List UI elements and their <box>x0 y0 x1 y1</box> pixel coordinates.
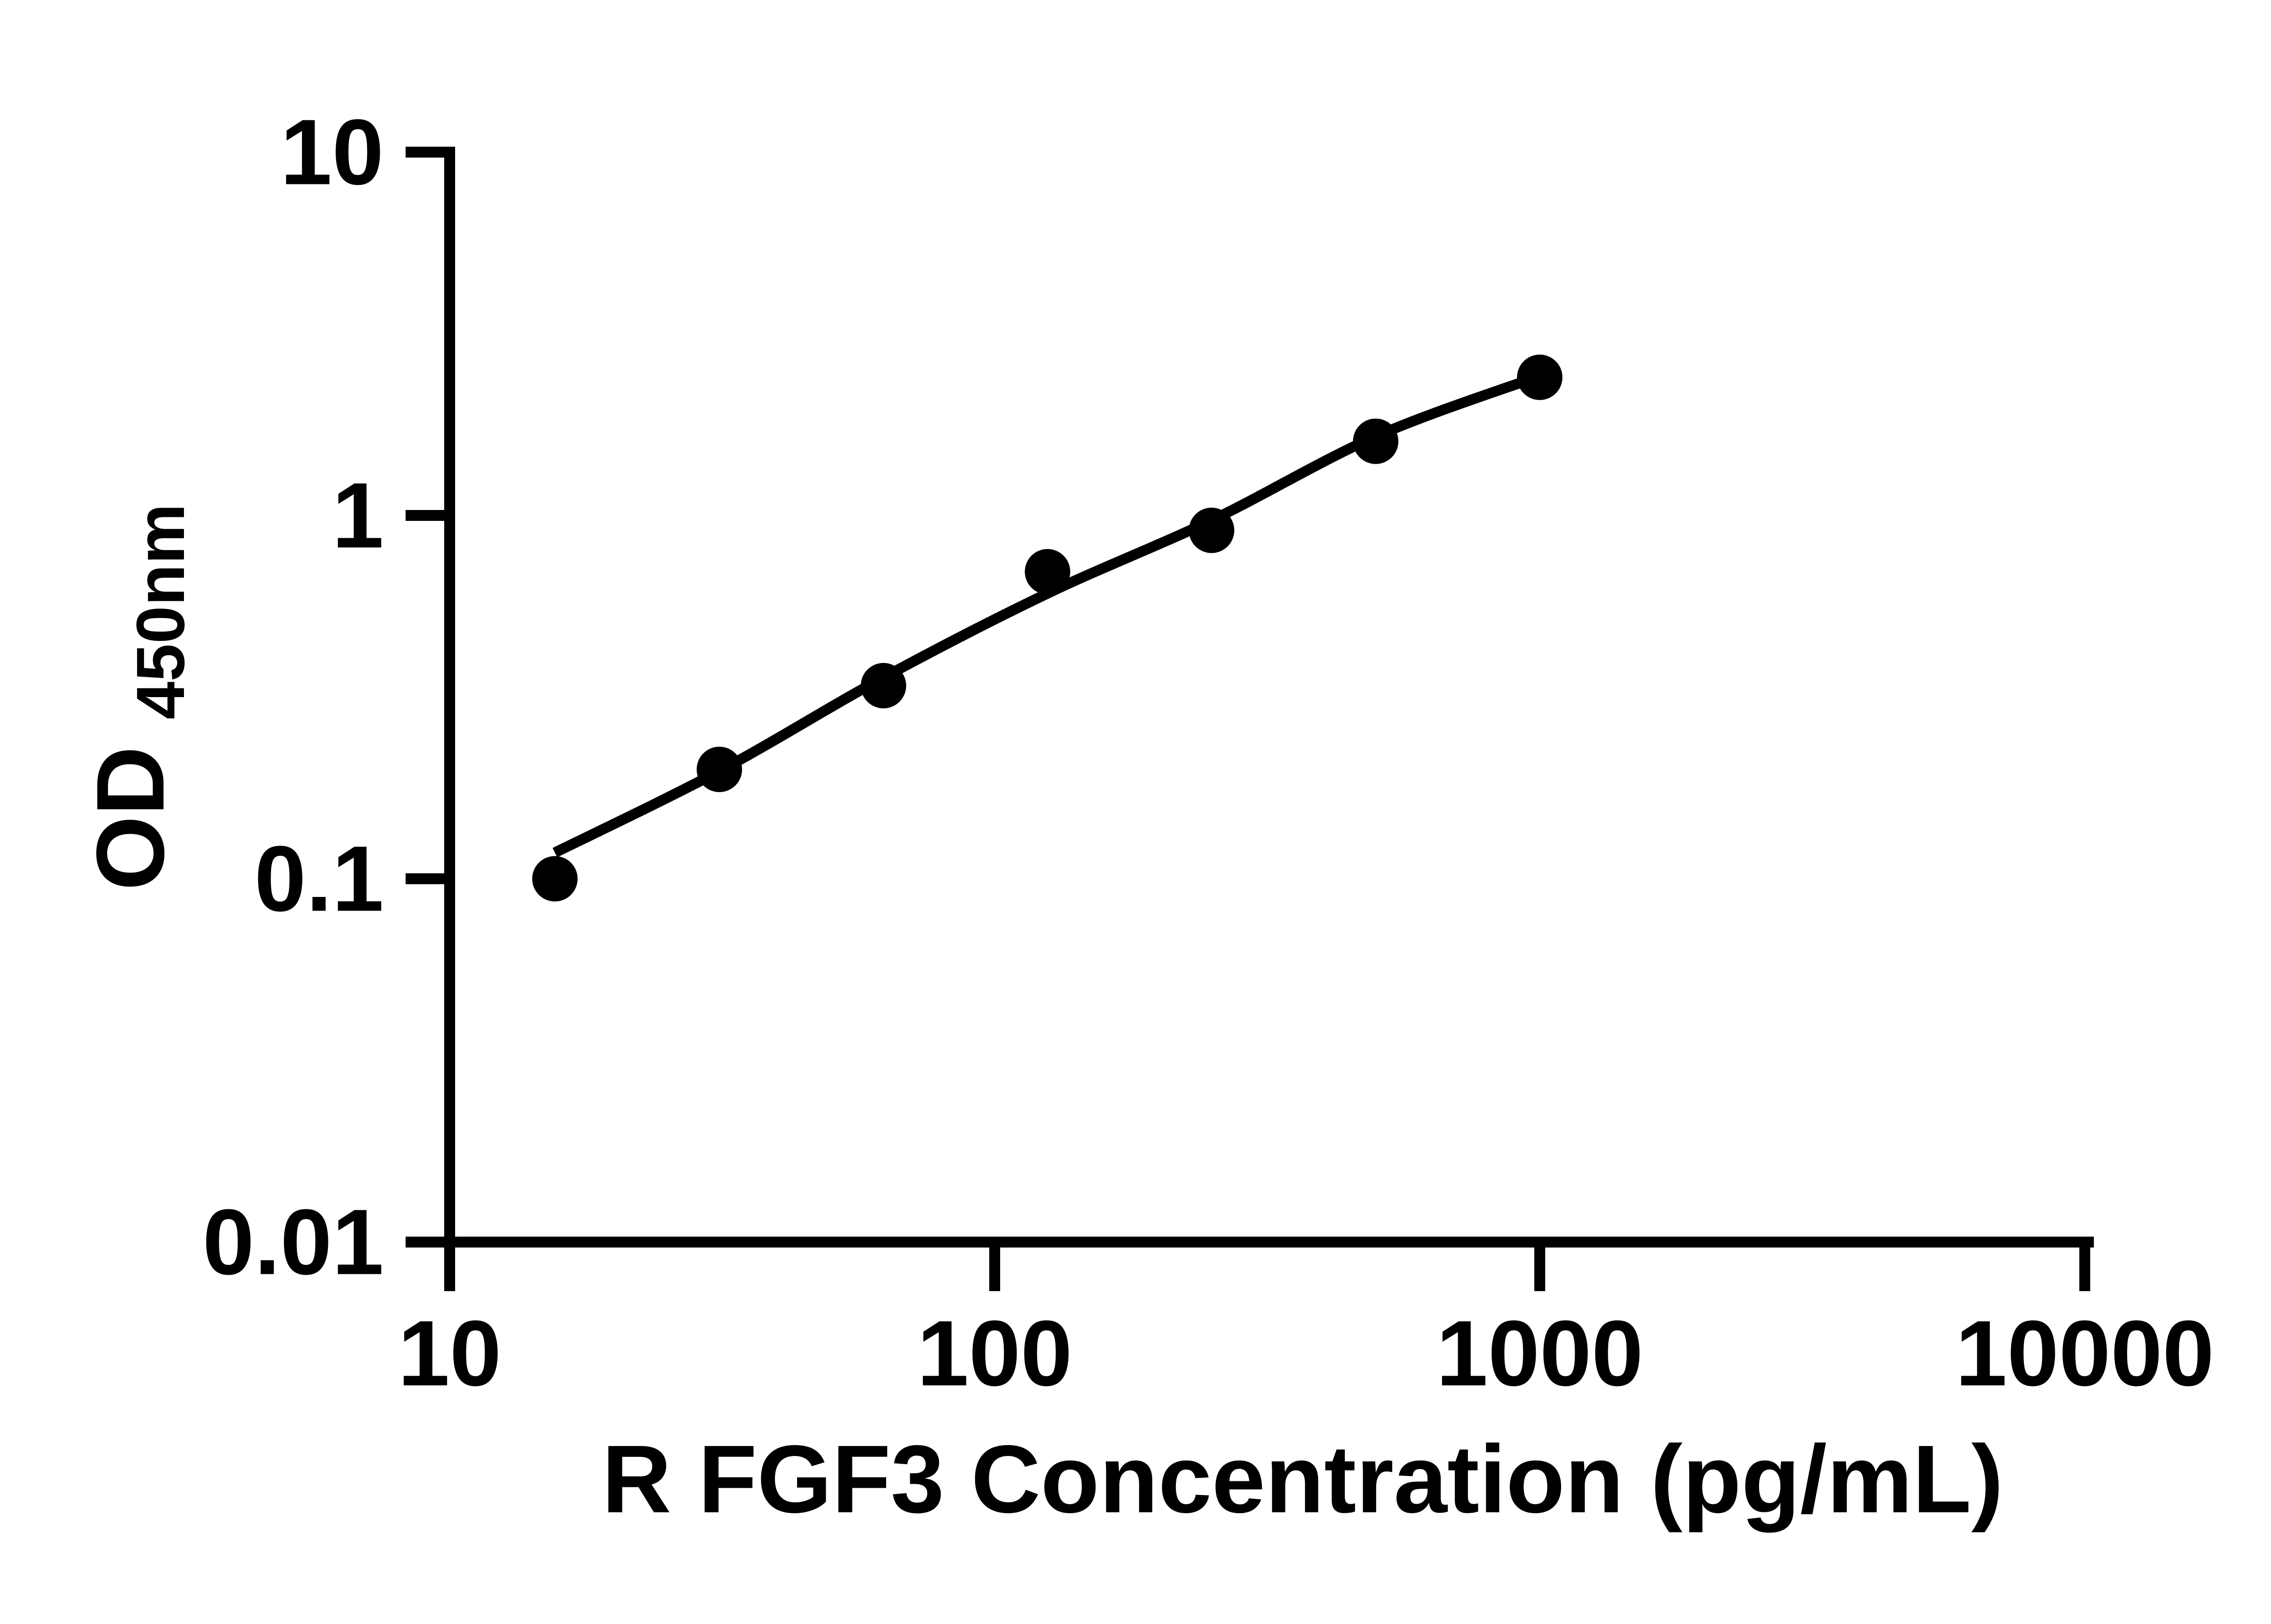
y-tick-label: 1 <box>332 464 384 568</box>
data-point <box>532 856 578 901</box>
x-tick-label: 10 <box>398 1302 501 1406</box>
y-axis-title-main: OD <box>76 746 184 891</box>
y-axis-title-subscript: 450nm <box>122 504 198 719</box>
data-point <box>861 663 907 708</box>
data-point <box>1517 354 1562 400</box>
data-point <box>1189 507 1235 553</box>
y-tick-label: 10 <box>280 100 384 204</box>
x-tick-label: 100 <box>917 1302 1072 1406</box>
y-tick-label: 0.1 <box>254 827 384 931</box>
data-point <box>1353 418 1398 464</box>
y-tick-label: 0.01 <box>203 1190 384 1294</box>
y-axis-title: OD 450nm <box>76 504 198 891</box>
data-series-layer <box>532 354 1562 901</box>
data-point <box>696 747 742 792</box>
data-point <box>1025 549 1071 594</box>
x-tick-label: 1000 <box>1436 1302 1643 1406</box>
x-axis-title: R FGF3 Concentration (pg/mL) <box>602 1425 2003 1533</box>
x-tick-label: 10000 <box>1955 1302 2214 1406</box>
